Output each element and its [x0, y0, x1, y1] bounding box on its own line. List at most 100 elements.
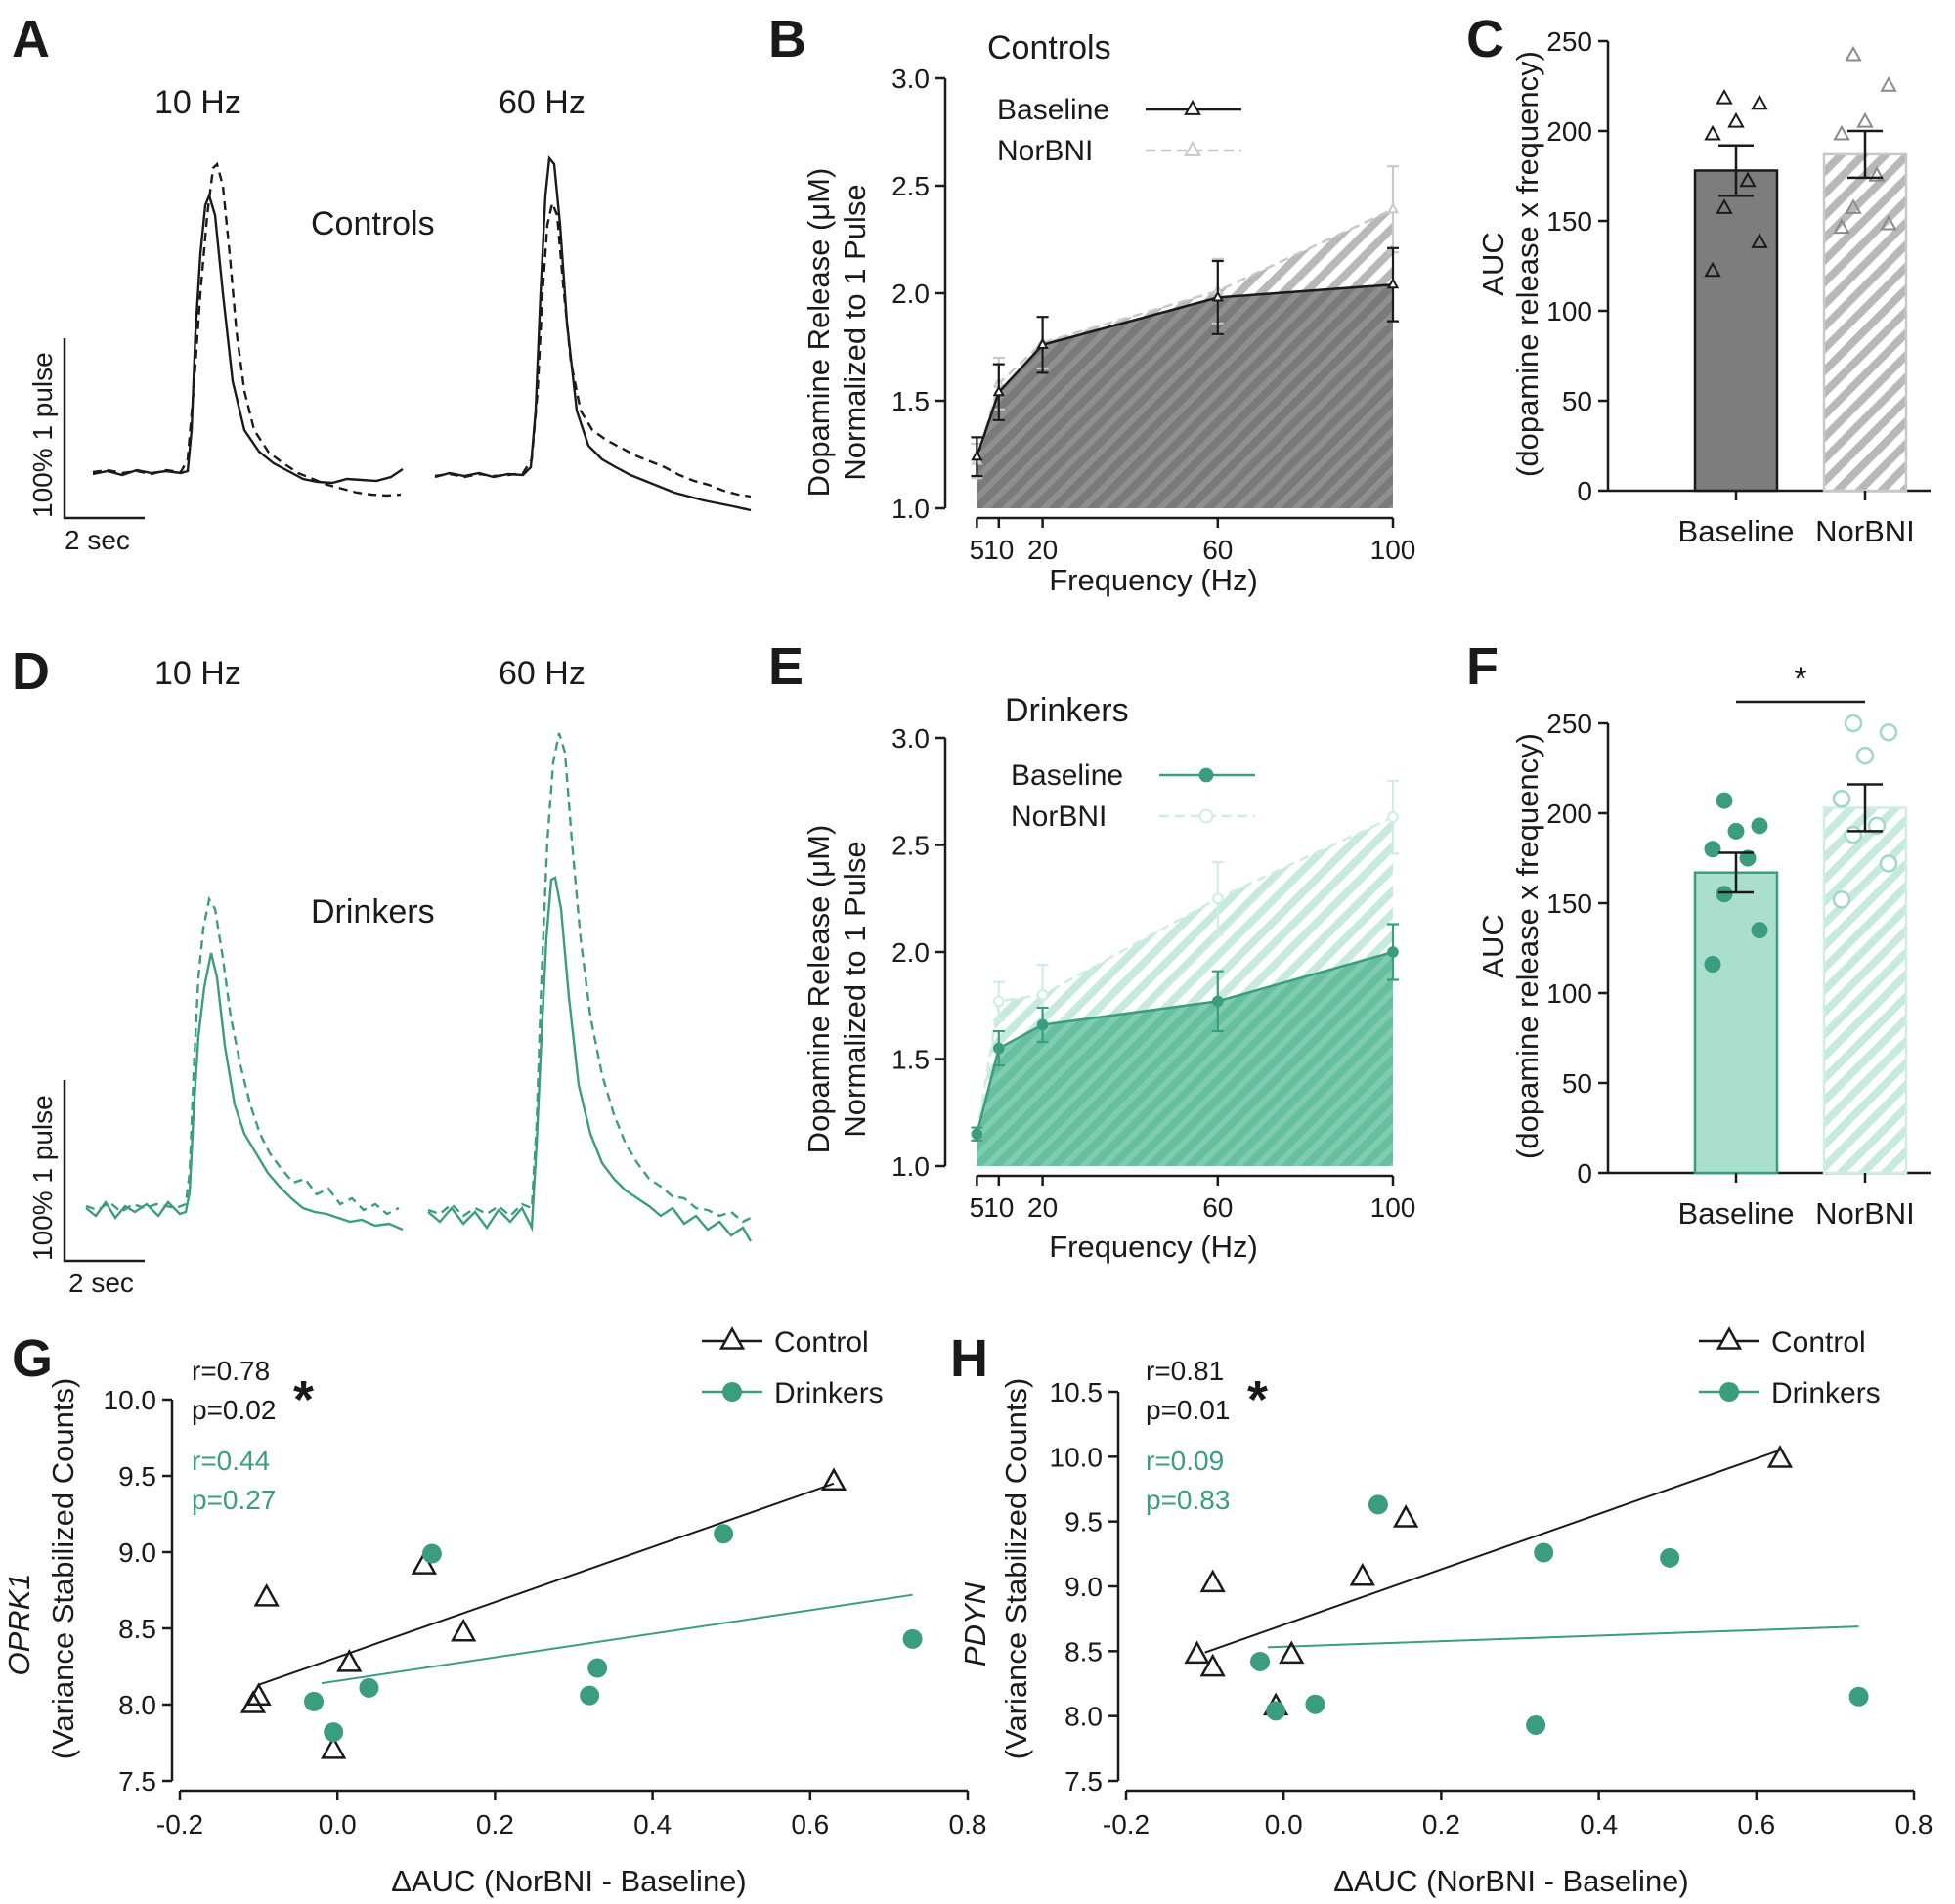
trace-60hz-norbni	[434, 199, 752, 498]
y-tick-label: 2.0	[891, 279, 930, 309]
data-point	[1739, 849, 1757, 867]
trace-group-label: Controls	[311, 205, 435, 242]
y-tick-label: 200	[1546, 799, 1592, 829]
norbni-point	[1387, 811, 1399, 823]
drinkers-point	[304, 1691, 325, 1711]
y-tick-label: 1.0	[891, 1151, 930, 1182]
data-point	[1704, 841, 1721, 858]
drinkers-point	[580, 1685, 600, 1706]
baseline-point	[1211, 290, 1224, 302]
y-axis-gene-label: OPRK1	[2, 1573, 36, 1675]
x-axis-label: ΔAUC (NorBNI - Baseline)	[391, 1864, 747, 1898]
panel-label-b: B	[768, 10, 806, 68]
x-tick-label: 5	[970, 1192, 985, 1223]
control-r-value: r=0.81	[1146, 1356, 1224, 1386]
control-point	[451, 1618, 477, 1642]
control-point	[321, 1735, 347, 1759]
legend-label-norbni: NorBNI	[1011, 801, 1107, 833]
x-tick-label: NorBNI	[1815, 1196, 1915, 1231]
x-tick-label: 5	[970, 535, 985, 565]
legend-label-norbni: NorBNI	[997, 135, 1093, 167]
data-point	[1716, 792, 1733, 809]
x-tick-label: -0.2	[1103, 1809, 1150, 1839]
data-point	[1879, 722, 1898, 742]
trace-60hz-baseline	[434, 155, 752, 512]
control-p-value: p=0.02	[192, 1395, 276, 1425]
x-tick-label: 0.0	[319, 1809, 357, 1839]
x-axis-label: Frequency (Hz)	[1049, 1230, 1258, 1264]
y-tick-label: 10.5	[1050, 1377, 1104, 1407]
x-tick-label: 60	[1202, 1192, 1233, 1223]
baseline-point	[971, 450, 983, 461]
y-tick-label: 150	[1546, 888, 1592, 919]
significance-marker: *	[293, 1370, 314, 1429]
panel-b-frequency-chart: B Controls Dopamine Release (μM) Normali…	[768, 10, 1415, 597]
data-point	[1739, 171, 1757, 188]
control-p-value: p=0.01	[1146, 1395, 1230, 1425]
data-point	[1716, 198, 1733, 214]
y-axis-label-line1: AUC	[1476, 232, 1510, 295]
y-tick-label: 2.5	[891, 831, 930, 861]
baseline-point	[1036, 337, 1049, 349]
control-point	[1279, 1640, 1305, 1665]
panel-f-auc-bar-chart: F AUC (dopamine release x frequency) 0 50…	[1466, 637, 1931, 1231]
data-point	[1880, 76, 1897, 92]
y-axis-label-line2: Normalized to 1 Pulse	[838, 841, 872, 1137]
y-tick-label: 50	[1562, 386, 1592, 416]
data-point	[1879, 854, 1898, 873]
drinkers-point	[1266, 1701, 1286, 1721]
drinkers-point	[587, 1658, 608, 1678]
control-r-value: r=0.78	[192, 1356, 270, 1386]
x-tick-label: 10	[983, 1192, 1014, 1223]
x-tick-label: -0.2	[156, 1809, 203, 1839]
chart-title: Controls	[987, 29, 1111, 66]
y-tick-label: 0	[1577, 1158, 1592, 1189]
data-point	[1833, 218, 1850, 235]
panel-e-frequency-chart: E Drinkers Dopamine Release (μM) Normali…	[768, 637, 1415, 1264]
x-tick-label: 0.0	[1265, 1809, 1303, 1839]
y-tick-label: 2.0	[891, 937, 930, 968]
error-bar	[1847, 783, 1883, 833]
data-point	[1845, 198, 1862, 214]
x-tick-label: 0.8	[949, 1809, 987, 1839]
norbni-point	[993, 995, 1005, 1008]
control-point	[1199, 1653, 1226, 1677]
y-tick-label: 250	[1546, 26, 1592, 57]
y-tick-label: 0	[1577, 476, 1592, 506]
y-tick-label: 100	[1546, 296, 1592, 326]
trace-group-label: Drinkers	[311, 893, 435, 930]
data-point	[1855, 746, 1875, 765]
y-tick-label: 10.0	[1050, 1442, 1104, 1472]
y-axis-label-line2: (dopamine release x frequency)	[1510, 51, 1544, 477]
legend-marker-norbni	[1184, 140, 1201, 156]
scale-bar-y-label: 100% 1 pulse	[27, 352, 58, 518]
data-point	[1727, 111, 1745, 128]
y-tick-label: 150	[1546, 206, 1592, 237]
x-tick-label: NorBNI	[1815, 514, 1915, 548]
x-axis-label: Frequency (Hz)	[1049, 563, 1258, 597]
baseline-point	[1387, 946, 1399, 958]
y-axis-label-line1: Dopamine Release (μM)	[802, 168, 836, 498]
data-point	[1751, 94, 1768, 110]
legend-marker-norbni	[1198, 808, 1214, 824]
x-tick-label: 0.2	[1422, 1809, 1460, 1839]
x-tick-label: 100	[1370, 1192, 1416, 1223]
x-tick-label: 0.6	[791, 1809, 829, 1839]
data-point	[1704, 124, 1721, 141]
data-point	[1832, 790, 1851, 808]
data-point	[1751, 922, 1768, 939]
y-axis-label-line1: AUC	[1476, 914, 1510, 977]
scale-bar-y-label: 100% 1 pulse	[27, 1095, 58, 1261]
data-point	[1704, 261, 1721, 278]
x-tick-label: 0.4	[633, 1809, 672, 1839]
legend-marker-drinkers	[1719, 1382, 1739, 1402]
error-bar	[1847, 129, 1883, 180]
bar-norbni	[1822, 152, 1908, 493]
scale-bar-x-label: 2 sec	[68, 1268, 134, 1298]
legend-marker-control	[1716, 1326, 1743, 1350]
drinkers-point	[421, 1543, 442, 1564]
data-point	[1845, 45, 1862, 62]
drinkers-r-value: r=0.09	[1146, 1446, 1224, 1476]
significance-marker: *	[1794, 661, 1806, 698]
trace-10hz-baseline	[85, 952, 404, 1232]
